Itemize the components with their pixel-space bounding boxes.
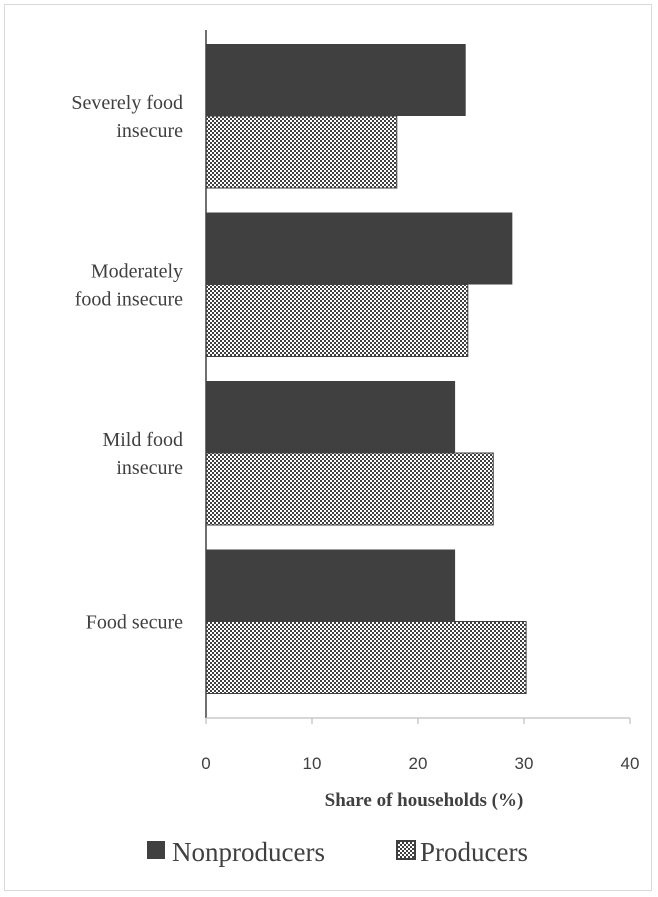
- x-tick-label: 20: [409, 754, 428, 773]
- legend: Nonproducers Producers: [147, 837, 528, 867]
- bar-nonproducers-food-secure: [206, 549, 456, 622]
- category-label-severely-food-insecure: Severely food: [71, 92, 183, 114]
- x-tick-label: 30: [515, 754, 534, 773]
- legend-swatch-producers: [396, 840, 416, 860]
- x-axis-title: Share of households (%): [325, 790, 524, 811]
- bar-producers-food-secure: [205, 621, 527, 694]
- category-label-moderately-food-insecure: food insecure: [75, 289, 183, 311]
- category-label-mild-food-insecure: insecure: [116, 457, 183, 479]
- bar-nonproducers-severely-food-insecure: [206, 44, 466, 116]
- legend-swatch-nonproducers: [147, 841, 165, 859]
- bar-nonproducers-moderately-food-insecure: [206, 212, 513, 285]
- bars-group: [205, 44, 527, 694]
- bar-producers-severely-food-insecure: [205, 115, 398, 189]
- legend-label-nonproducers: Nonproducers: [172, 837, 325, 867]
- x-tick-label: 40: [621, 754, 640, 773]
- category-label-moderately-food-insecure: Moderately: [91, 261, 183, 283]
- category-label-severely-food-insecure: insecure: [116, 120, 183, 142]
- category-labels: Severely food insecure Moderately food inse…: [71, 92, 183, 634]
- bar-nonproducers-mild-food-insecure: [206, 381, 456, 453]
- category-label-food-secure: Food secure: [86, 612, 183, 634]
- x-tick-label: 10: [303, 754, 322, 773]
- category-label-mild-food-insecure: Mild food: [102, 429, 183, 451]
- x-tick-label: 0: [201, 754, 210, 773]
- bar-producers-mild-food-insecure: [205, 452, 494, 526]
- bar-producers-moderately-food-insecure: [205, 284, 469, 357]
- x-tick-labels: 0 10 20 30 40: [201, 718, 639, 773]
- legend-label-producers: Producers: [420, 837, 528, 867]
